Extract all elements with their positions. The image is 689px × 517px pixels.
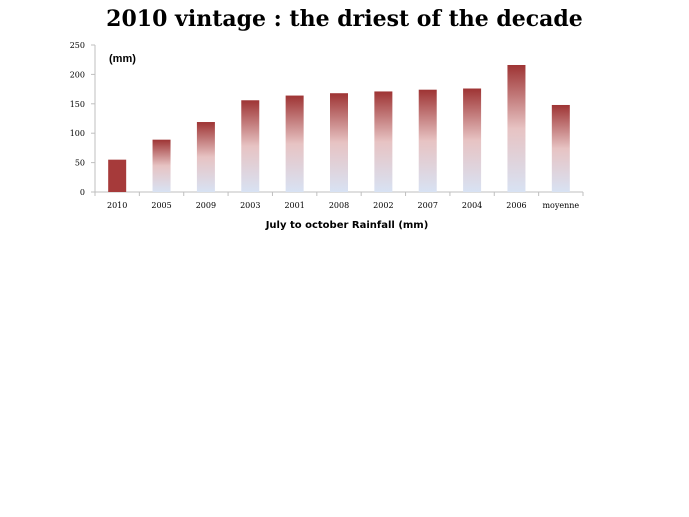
- x-tick-label: 2007: [418, 201, 438, 210]
- bar-2004: [463, 88, 482, 192]
- bar-2006: [507, 64, 526, 192]
- x-tick-label: 2006: [506, 201, 526, 210]
- x-tick-label: 2005: [151, 201, 171, 210]
- y-tick-label: 150: [70, 100, 85, 109]
- bar-2008: [330, 93, 348, 192]
- x-tick-label: 2004: [462, 201, 482, 210]
- axes: 0 50 100 150 200 250 2010 2005 2009 2003 2001 2008 2…: [70, 41, 584, 210]
- bars: [108, 64, 570, 192]
- x-tick-label: 2010: [107, 201, 127, 210]
- y-tick-label: 0: [80, 188, 85, 197]
- chart-title: 2010 vintage : the driest of the decade: [106, 6, 583, 32]
- x-axis-label: July to october Rainfall (mm): [265, 220, 429, 231]
- x-tick-label: 2003: [240, 201, 260, 210]
- x-tick-label: 2002: [373, 201, 393, 210]
- x-tick-label: 2001: [284, 201, 304, 210]
- y-tick-label: 50: [75, 159, 85, 168]
- y-axis-unit-label: (mm): [109, 53, 136, 65]
- y-tick-label: 100: [70, 129, 85, 138]
- bar-2007: [418, 89, 437, 192]
- bar-2002: [374, 91, 393, 192]
- bar-2001: [285, 95, 304, 192]
- bar-2009: [196, 122, 215, 192]
- x-tick-label: moyenne: [542, 201, 579, 210]
- bar-2010: [108, 159, 127, 192]
- x-tick-label: 2009: [196, 201, 216, 210]
- y-tick-label: 200: [70, 70, 85, 79]
- bar-2005: [152, 139, 171, 192]
- x-tick-label: 2008: [329, 201, 349, 210]
- bar-moyenne: [551, 104, 570, 192]
- y-tick-label: 250: [70, 41, 85, 50]
- bar-2003: [241, 100, 260, 192]
